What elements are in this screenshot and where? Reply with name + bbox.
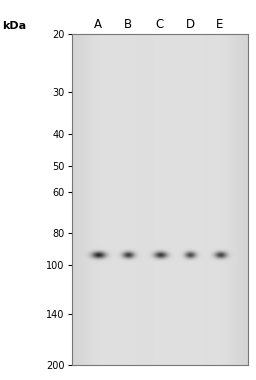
Text: kDa: kDa (3, 21, 27, 31)
